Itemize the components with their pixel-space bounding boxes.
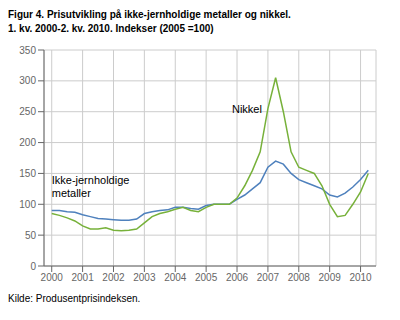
- svg-text:2009: 2009: [319, 272, 342, 283]
- svg-text:2000: 2000: [41, 272, 64, 283]
- svg-text:2003: 2003: [133, 272, 156, 283]
- svg-text:200: 200: [19, 137, 36, 148]
- svg-text:2006: 2006: [226, 272, 249, 283]
- svg-text:2008: 2008: [288, 272, 311, 283]
- svg-text:0: 0: [30, 261, 36, 272]
- svg-text:2002: 2002: [102, 272, 125, 283]
- html-text:Kilde: Produsentprisindeksen.: Kilde: Produsentprisindeksen.: [8, 293, 141, 304]
- html-text:Figur 4. Prisutvikling på ikke: Figur 4. Prisutvikling på ikke-jernholdi…: [8, 9, 291, 20]
- svg-text:50: 50: [25, 230, 37, 241]
- svg-text:Ikke-jernholdigemetaller: Ikke-jernholdigemetaller: [52, 174, 130, 199]
- svg-text:2001: 2001: [71, 272, 94, 283]
- html-text:1. kv. 2000-2. kv. 2010. Indek: 1. kv. 2000-2. kv. 2010. Indekser (2005 …: [8, 23, 214, 34]
- svg-text:350: 350: [19, 45, 36, 56]
- svg-text:2004: 2004: [164, 272, 187, 283]
- svg-text:100: 100: [19, 199, 36, 210]
- svg-text:Nikkel: Nikkel: [232, 103, 262, 115]
- svg-text:2010: 2010: [349, 272, 372, 283]
- svg-text:250: 250: [19, 106, 36, 117]
- svg-text:2005: 2005: [195, 272, 218, 283]
- svg-text:2007: 2007: [257, 272, 280, 283]
- svg-text:300: 300: [19, 75, 36, 86]
- svg-text:150: 150: [19, 168, 36, 179]
